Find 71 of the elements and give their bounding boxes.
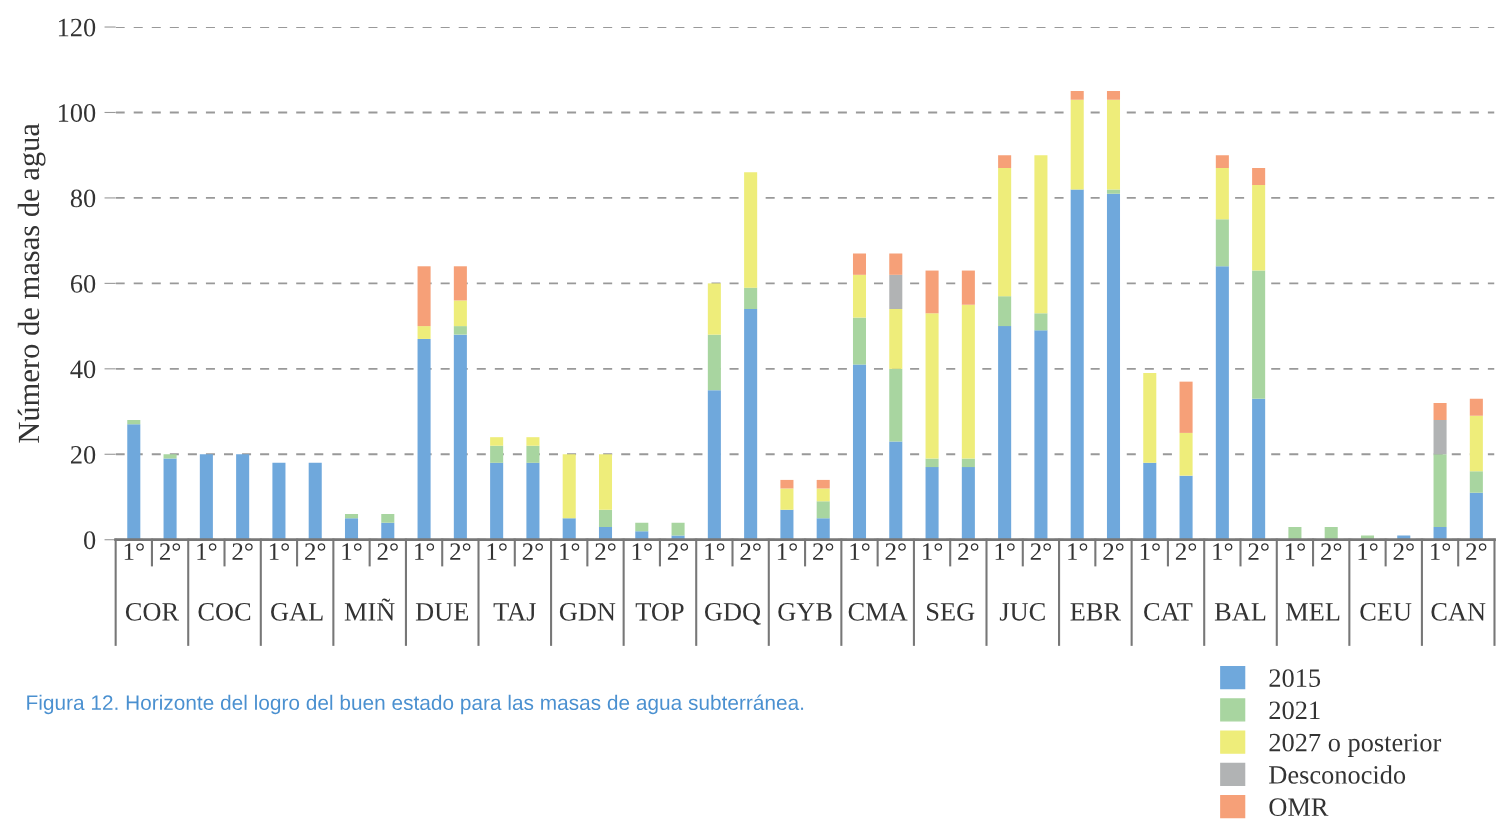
x-tick-label: 1° (1068, 543, 1088, 560)
text: DUE (415, 603, 469, 621)
legend-label: 2015 (1269, 669, 1321, 687)
x-tick-label: 1° (1285, 543, 1305, 560)
x-tick-label: 1° (415, 543, 435, 560)
x-tick-label: 2° (450, 543, 471, 560)
x-tick-label: 2° (1466, 543, 1487, 560)
x-tick-label: 1° (269, 543, 289, 560)
text: CEU (1360, 602, 1412, 621)
x-tick-label: 1° (1213, 543, 1233, 560)
text: BAL (1214, 602, 1266, 621)
x-tick-label: 1° (850, 543, 870, 560)
text: EBR (1070, 603, 1121, 621)
x-tick-label: 2° (958, 543, 979, 560)
x-tick-label: 2° (522, 543, 543, 560)
x-tick-label: 2° (1103, 543, 1124, 560)
x-tick-label: 1° (342, 543, 362, 560)
y-tick-label: 20 (70, 445, 96, 464)
x-tick-label: 2° (1030, 543, 1051, 560)
y-tick-label: 0 (84, 531, 96, 550)
y-axis-title: Número de masas de agua (17, 123, 46, 443)
text: COC (198, 602, 251, 621)
legend-label: OMR (1269, 798, 1329, 817)
text: TAJ (493, 602, 536, 621)
x-tick-label: 2° (1175, 543, 1197, 560)
x-tick-label: 1° (560, 543, 580, 560)
x-tick-label: 2° (1248, 543, 1269, 560)
x-tick-label: 1° (1140, 543, 1160, 560)
y-tick-label: 120 (58, 18, 96, 37)
x-tick-label: 2° (740, 543, 761, 560)
text: COR (125, 602, 180, 621)
x-tick-label: 2° (813, 543, 834, 560)
y-tick-label: 80 (70, 189, 96, 208)
x-tick-label: 2° (885, 543, 906, 560)
legend-label: 2027 o posterior (1269, 733, 1442, 757)
x-tick-label: 2° (595, 543, 616, 560)
x-tick-label: 1° (197, 543, 217, 560)
x-tick-label: 1° (632, 543, 652, 560)
text: GYB (778, 602, 832, 621)
x-tick-label: 1° (124, 543, 144, 560)
text: JUC (999, 602, 1045, 621)
x-tick-label: 1° (705, 543, 725, 560)
x-tick-label: 2° (377, 543, 398, 560)
text: MEL (1285, 603, 1340, 621)
text: TOP (635, 602, 684, 621)
legend-label: Desconocido (1269, 765, 1406, 784)
x-tick-label: 2° (1393, 543, 1414, 560)
x-tick-label: 2° (232, 543, 253, 560)
text: CAT (1144, 602, 1193, 621)
x-tick-label: 1° (1431, 543, 1451, 560)
text: Figura 12. Horizonte del logro del buen estado para las masas de agua subterránea. (27, 694, 804, 715)
y-tick-label: 100 (58, 104, 96, 122)
x-tick-label: 1° (487, 543, 507, 560)
x-tick-label: 2° (305, 543, 326, 560)
x-tick-label: 1° (1358, 543, 1378, 560)
x-tick-label: 2° (667, 543, 689, 560)
text: SEG (927, 602, 975, 621)
y-tick-label: 40 (70, 360, 96, 379)
text: CAN (1431, 602, 1486, 621)
text: GAL (271, 602, 323, 621)
text: GDQ (705, 602, 761, 625)
x-tick-label: 1° (777, 543, 797, 560)
y-tick-label: 60 (70, 274, 96, 293)
text: MIÑ (344, 598, 395, 621)
text: GDN (559, 602, 616, 621)
text: CMA (848, 602, 908, 621)
legend-label: 2021 (1269, 701, 1320, 720)
x-tick-label: 2° (159, 543, 181, 560)
x-tick-label: 2° (1321, 543, 1342, 560)
x-tick-label: 1° (995, 543, 1015, 560)
x-tick-label: 1° (923, 543, 943, 560)
